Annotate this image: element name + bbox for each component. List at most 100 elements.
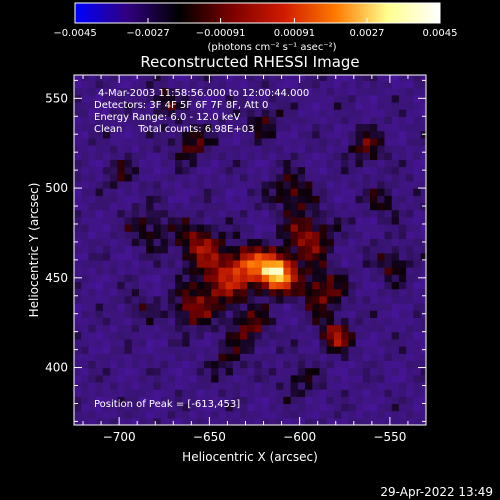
heatmap-cell xyxy=(182,75,191,81)
heatmap-cell xyxy=(240,353,248,361)
heatmap-cell xyxy=(203,116,212,125)
heatmap-cell xyxy=(146,403,155,412)
heatmap-cell xyxy=(391,295,400,304)
heatmap-cell xyxy=(283,367,292,376)
heatmap-cell xyxy=(175,101,183,110)
heatmap-cell xyxy=(283,238,292,247)
heatmap-cell xyxy=(160,159,169,168)
heatmap-cell xyxy=(88,267,97,275)
heatmap-cell xyxy=(211,252,220,261)
heatmap-cell xyxy=(297,216,306,225)
heatmap-cell xyxy=(283,202,292,211)
heatmap-cell xyxy=(153,209,162,218)
heatmap-cell xyxy=(146,202,155,211)
heatmap-cell xyxy=(297,202,306,211)
heatmap-cell xyxy=(391,130,400,139)
heatmap-cell xyxy=(261,152,270,160)
heatmap-cell xyxy=(203,417,212,425)
heatmap-cell xyxy=(377,331,386,340)
heatmap-cell xyxy=(225,109,234,117)
heatmap-cell xyxy=(196,295,205,304)
heatmap-cell xyxy=(297,137,306,146)
info-line-detectors: Detectors: 3F 4F 5F 6F 7F 8F, Att 0 xyxy=(94,100,268,111)
heatmap-cell xyxy=(138,188,147,196)
heatmap-cell xyxy=(203,180,212,189)
heatmap-cell xyxy=(74,116,82,125)
heatmap-cell xyxy=(110,403,118,412)
heatmap-cell xyxy=(362,209,371,218)
heatmap-cell xyxy=(297,396,306,405)
heatmap-cell xyxy=(254,324,263,333)
heatmap-cell xyxy=(362,403,371,412)
heatmap-cell xyxy=(362,274,371,283)
heatmap-cell xyxy=(182,324,191,333)
heatmap-cell xyxy=(370,410,378,419)
heatmap-cell xyxy=(348,180,357,189)
heatmap-cell xyxy=(341,338,349,347)
heatmap-cell xyxy=(305,94,313,103)
footer-timestamp: 29-Apr-2022 13:49 xyxy=(380,485,493,499)
heatmap-cell xyxy=(124,274,133,283)
heatmap-cell xyxy=(247,346,256,354)
heatmap-cell xyxy=(312,188,321,196)
heatmap-cell xyxy=(88,374,97,383)
heatmap-cell xyxy=(160,166,169,175)
heatmap-cell xyxy=(326,403,335,412)
heatmap-cell xyxy=(240,274,248,283)
heatmap-cell xyxy=(88,245,97,254)
heatmap-cell xyxy=(232,302,241,311)
heatmap-cell xyxy=(290,166,299,175)
heatmap-cell xyxy=(420,403,426,412)
heatmap-cell xyxy=(413,152,422,160)
heatmap-cell xyxy=(312,338,321,347)
heatmap-cell xyxy=(348,116,357,125)
heatmap-cell xyxy=(102,324,111,333)
heatmap-cell xyxy=(153,360,162,369)
heatmap-cell xyxy=(276,288,284,297)
heatmap-cell xyxy=(326,302,335,311)
heatmap-cell xyxy=(240,116,248,125)
heatmap-cell xyxy=(110,252,118,261)
heatmap-cell xyxy=(102,116,111,125)
heatmap-cell xyxy=(326,338,335,347)
heatmap-cell xyxy=(254,116,263,125)
heatmap-cell xyxy=(153,245,162,254)
heatmap-cell xyxy=(189,381,198,390)
info-line-time: 4-Mar-2003 11:58:56.000 to 12:00:44.000 xyxy=(98,88,309,99)
heatmap-cell xyxy=(384,389,393,397)
heatmap-cell xyxy=(81,245,90,254)
heatmap-cell xyxy=(81,166,90,175)
heatmap-cell xyxy=(196,195,205,204)
heatmap-cell xyxy=(225,188,234,196)
heatmap-cell xyxy=(319,288,328,297)
heatmap-cell xyxy=(88,403,97,412)
heatmap-cell xyxy=(420,87,426,96)
heatmap-cell xyxy=(211,281,220,290)
heatmap-cell xyxy=(406,94,414,103)
heatmap-cell xyxy=(283,87,292,96)
heatmap-cell xyxy=(413,381,422,390)
heatmap-cell xyxy=(211,166,220,175)
heatmap-cell xyxy=(160,80,169,89)
heatmap-cell xyxy=(240,374,248,383)
heatmap-cell xyxy=(312,145,321,153)
heatmap-cell xyxy=(333,188,342,196)
heatmap-cell xyxy=(218,159,227,168)
heatmap-cell xyxy=(146,295,155,304)
heatmap-cell xyxy=(305,259,313,268)
heatmap-cell xyxy=(74,281,82,290)
heatmap-cell xyxy=(268,403,277,412)
heatmap-cell xyxy=(146,281,155,290)
heatmap-cell xyxy=(240,396,248,405)
heatmap-cell xyxy=(261,130,270,139)
heatmap-cell xyxy=(95,152,104,160)
heatmap-cell xyxy=(182,109,191,117)
heatmap-cell xyxy=(218,338,227,347)
heatmap-cell xyxy=(312,381,321,390)
heatmap-cell xyxy=(124,245,133,254)
heatmap-cell xyxy=(160,360,169,369)
heatmap-cell xyxy=(348,360,357,369)
heatmap-cell xyxy=(268,259,277,268)
heatmap-cell xyxy=(146,374,155,383)
heatmap-cell xyxy=(117,195,126,204)
